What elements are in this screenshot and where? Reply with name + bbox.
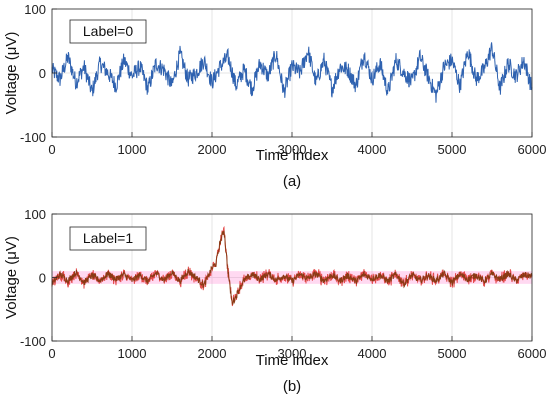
x-tick-label: 3000 [278, 346, 307, 361]
x-tick-label: 4000 [358, 346, 387, 361]
legend-box [69, 19, 147, 44]
x-tick-label: 3000 [278, 142, 307, 157]
x-tick-label: 5000 [438, 346, 467, 361]
x-tick-label: 0 [48, 142, 55, 157]
x-tick-label: 1000 [118, 346, 147, 361]
series-line [51, 230, 533, 306]
x-tick-label: 2000 [198, 142, 227, 157]
x-tick-label: 5000 [438, 142, 467, 157]
panel-caption: (a) [283, 173, 301, 190]
legend-box [69, 226, 147, 251]
legend-text: Label=0 [83, 23, 133, 39]
x-tick-label: 1000 [118, 142, 147, 157]
y-tick-label: -100 [20, 334, 46, 349]
y-tick-label: 100 [24, 2, 46, 17]
x-tick-label: 0 [48, 346, 55, 361]
x-tick-label: 2000 [198, 346, 227, 361]
panel-caption: (b) [283, 378, 301, 395]
y-tick-label: 100 [24, 207, 46, 222]
x-axis-label: Time index [256, 352, 329, 369]
y-tick-label: 0 [39, 66, 46, 81]
x-tick-label: 6000 [518, 142, 547, 157]
series-line [51, 42, 533, 103]
x-tick-label: 4000 [358, 142, 387, 157]
y-tick-label: -100 [20, 130, 46, 145]
x-tick-label: 6000 [518, 346, 547, 361]
y-axis-label: Voltage (μV) [3, 236, 20, 319]
y-axis-label: Voltage (μV) [3, 32, 20, 115]
y-tick-label: 0 [39, 271, 46, 286]
legend-text: Label=1 [83, 230, 133, 246]
x-axis-label: Time index [256, 147, 329, 164]
